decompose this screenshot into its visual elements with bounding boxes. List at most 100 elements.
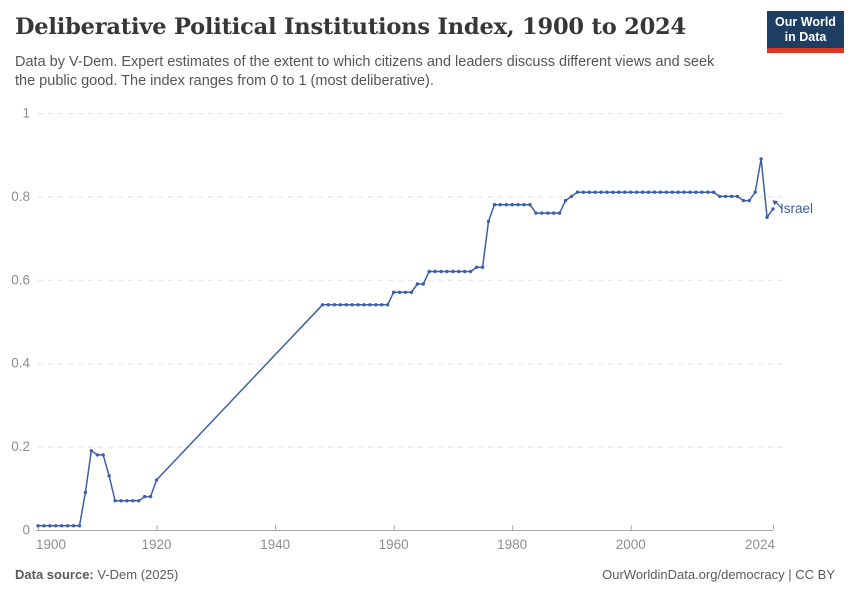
data-point[interactable] bbox=[480, 265, 485, 269]
data-point[interactable] bbox=[154, 478, 159, 482]
data-point[interactable] bbox=[326, 303, 331, 307]
data-point[interactable] bbox=[433, 269, 437, 274]
data-point[interactable] bbox=[338, 303, 342, 307]
data-point[interactable] bbox=[706, 190, 710, 194]
data-point[interactable] bbox=[640, 190, 645, 194]
data-point[interactable] bbox=[504, 203, 508, 207]
data-point[interactable] bbox=[386, 303, 390, 307]
data-point[interactable] bbox=[540, 211, 544, 215]
data-point[interactable] bbox=[664, 190, 668, 194]
data-point[interactable] bbox=[747, 198, 751, 203]
data-point[interactable] bbox=[451, 269, 455, 274]
data-point[interactable] bbox=[546, 211, 550, 215]
data-point[interactable] bbox=[143, 494, 147, 499]
data-point[interactable] bbox=[646, 190, 651, 194]
data-point[interactable] bbox=[528, 203, 532, 207]
data-point[interactable] bbox=[54, 524, 58, 528]
data-point[interactable] bbox=[617, 190, 621, 194]
data-point[interactable] bbox=[137, 499, 141, 503]
data-point[interactable] bbox=[688, 190, 692, 194]
series-entity-label[interactable]: Israel bbox=[780, 201, 814, 216]
data-point[interactable] bbox=[658, 190, 663, 194]
data-point[interactable] bbox=[605, 190, 609, 194]
data-point[interactable] bbox=[65, 524, 70, 528]
chart-line[interactable] bbox=[37, 158, 774, 527]
data-point[interactable] bbox=[759, 157, 763, 161]
data-point[interactable] bbox=[409, 290, 414, 294]
data-point[interactable] bbox=[421, 282, 425, 286]
data-point[interactable] bbox=[83, 490, 88, 495]
data-point[interactable] bbox=[510, 203, 514, 207]
data-point[interactable] bbox=[557, 211, 562, 215]
data-point[interactable] bbox=[320, 303, 325, 307]
data-point[interactable] bbox=[439, 269, 443, 274]
data-point[interactable] bbox=[403, 290, 408, 294]
data-point[interactable] bbox=[119, 499, 123, 503]
data-point[interactable] bbox=[42, 524, 46, 528]
data-point[interactable] bbox=[682, 190, 686, 194]
data-point[interactable] bbox=[741, 198, 746, 203]
data-point[interactable] bbox=[652, 190, 657, 194]
data-point[interactable] bbox=[623, 190, 627, 194]
data-point[interactable] bbox=[563, 198, 568, 203]
data-point[interactable] bbox=[48, 524, 52, 528]
data-point[interactable] bbox=[771, 207, 775, 211]
data-point[interactable] bbox=[380, 303, 384, 307]
data-point[interactable] bbox=[445, 269, 449, 274]
data-point[interactable] bbox=[676, 190, 680, 194]
data-point[interactable] bbox=[107, 474, 111, 478]
data-point[interactable] bbox=[131, 499, 135, 503]
data-point[interactable] bbox=[362, 303, 366, 307]
data-point[interactable] bbox=[611, 190, 615, 194]
data-point[interactable] bbox=[599, 190, 603, 194]
data-point[interactable] bbox=[569, 194, 574, 199]
data-point[interactable] bbox=[125, 499, 129, 503]
data-point[interactable] bbox=[101, 453, 105, 457]
data-point[interactable] bbox=[765, 215, 769, 219]
data-point[interactable] bbox=[629, 190, 633, 194]
data-point[interactable] bbox=[415, 282, 420, 286]
data-point[interactable] bbox=[516, 203, 520, 207]
data-point[interactable] bbox=[391, 290, 396, 294]
data-point[interactable] bbox=[498, 203, 502, 207]
data-point[interactable] bbox=[552, 211, 556, 215]
data-point[interactable] bbox=[670, 190, 674, 194]
data-point[interactable] bbox=[486, 219, 491, 224]
data-point[interactable] bbox=[575, 190, 580, 194]
data-point[interactable] bbox=[374, 303, 378, 307]
data-point[interactable] bbox=[712, 190, 716, 194]
data-point[interactable] bbox=[474, 265, 479, 269]
data-point[interactable] bbox=[635, 190, 639, 194]
data-point[interactable] bbox=[753, 190, 757, 194]
data-point[interactable] bbox=[700, 190, 704, 194]
data-point[interactable] bbox=[60, 524, 64, 528]
data-point[interactable] bbox=[71, 524, 76, 528]
data-point[interactable] bbox=[492, 203, 497, 207]
data-point[interactable] bbox=[534, 211, 538, 215]
data-point[interactable] bbox=[332, 303, 337, 307]
data-point[interactable] bbox=[587, 190, 591, 194]
data-point[interactable] bbox=[356, 303, 360, 307]
data-point[interactable] bbox=[350, 303, 354, 307]
data-point[interactable] bbox=[723, 194, 728, 199]
data-point[interactable] bbox=[89, 449, 94, 453]
data-point[interactable] bbox=[463, 269, 467, 274]
data-point[interactable] bbox=[148, 494, 153, 499]
data-point[interactable] bbox=[457, 269, 461, 274]
data-point[interactable] bbox=[95, 453, 100, 457]
data-point[interactable] bbox=[581, 190, 585, 194]
data-point[interactable] bbox=[113, 499, 117, 503]
data-point[interactable] bbox=[427, 269, 431, 274]
data-point[interactable] bbox=[77, 524, 82, 528]
data-point[interactable] bbox=[694, 190, 698, 194]
data-point[interactable] bbox=[469, 269, 473, 274]
data-point[interactable] bbox=[344, 303, 348, 307]
data-point[interactable] bbox=[718, 194, 722, 199]
data-point[interactable] bbox=[368, 303, 372, 307]
data-point[interactable] bbox=[36, 524, 40, 528]
owid-logo[interactable]: Our World in Data bbox=[767, 11, 844, 53]
data-point[interactable] bbox=[593, 190, 597, 194]
data-point[interactable] bbox=[522, 203, 526, 207]
owid-license-link[interactable]: OurWorldinData.org/democracy | CC BY bbox=[602, 567, 835, 582]
